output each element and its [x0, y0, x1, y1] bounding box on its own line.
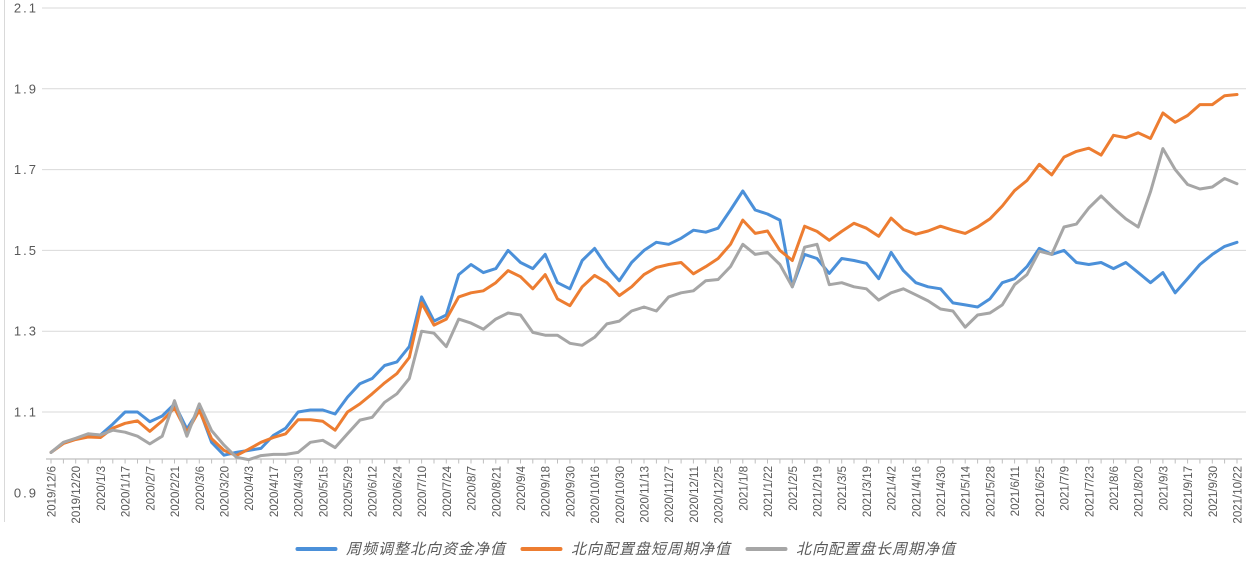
y-axis-label: 1.9 — [14, 81, 38, 96]
x-axis-label: 2021/2/19 — [813, 466, 825, 517]
x-axis-label: 2020/12/11 — [689, 466, 701, 523]
legend-label: 北向配置盘短周期净值 — [570, 542, 732, 558]
x-axis-label: 2020/1/17 — [121, 466, 133, 517]
x-axis-label: 2020/2/21 — [170, 466, 182, 517]
x-axis-label: 2021/8/20 — [1134, 466, 1146, 517]
x-axis-label: 2021/4/30 — [936, 466, 948, 517]
x-axis-label: 2020/3/20 — [220, 466, 232, 517]
x-axis-label: 2021/10/22 — [1233, 466, 1245, 524]
legend-item: 北向配置盘短周期净值 — [519, 538, 732, 559]
x-axis-label: 2021/9/30 — [1208, 466, 1220, 517]
y-axis-label: 1.7 — [14, 162, 38, 177]
x-axis-label: 2020/10/16 — [590, 466, 602, 524]
x-axis-label: 2020/9/18 — [541, 466, 553, 517]
x-axis-label: 2020/6/24 — [392, 465, 404, 517]
x-axis-label: 2021/6/11 — [1010, 466, 1022, 516]
legend-label: 北向配置盘长周期净值 — [796, 542, 957, 558]
x-axis-label: 2020/8/21 — [491, 466, 503, 517]
x-axis-label: 2021/3/5 — [837, 466, 849, 511]
x-axis-label: 2021/1/8 — [738, 466, 750, 511]
series-line-2 — [49, 147, 1239, 462]
x-axis-label: 2020/7/24 — [442, 465, 454, 517]
series-line-0 — [49, 189, 1239, 457]
y-axis-label: 0.9 — [14, 485, 38, 500]
x-axis-label: 2021/7/9 — [1060, 466, 1072, 511]
x-axis-label: 2021/1/22 — [763, 466, 775, 517]
legend-item: 北向配置盘长周期净值 — [745, 538, 956, 559]
x-axis-label: 2021/7/23 — [1084, 466, 1096, 517]
x-axis-label: 2020/4/17 — [269, 466, 281, 517]
x-axis-label: 2020/8/7 — [467, 466, 479, 511]
x-axis-label: 2021/6/25 — [1035, 466, 1047, 517]
x-axis-label: 2020/7/10 — [417, 466, 429, 517]
x-axis-label: 2020/9/30 — [565, 466, 577, 517]
x-axis-label: 2020/12/25 — [714, 466, 726, 524]
x-axis-label: 2019/12/6 — [47, 466, 59, 517]
x-axis-label: 2021/8/6 — [1109, 466, 1121, 511]
y-axis-label: 1.5 — [14, 243, 38, 258]
x-axis-label: 2020/5/15 — [318, 466, 330, 517]
x-axis-label: 2021/3/19 — [862, 466, 874, 517]
x-axis-label: 2021/9/17 — [1183, 466, 1195, 517]
y-axis-label: 1.3 — [14, 324, 38, 339]
x-axis-label: 2020/11/13 — [640, 466, 652, 523]
x-axis-label: 2020/3/6 — [195, 466, 207, 511]
x-axis-labels: 2019/12/6 2019/12/20 2020/1/3 2020/1/17 2020… — [47, 465, 1245, 523]
legend-line-swatch-orange-icon — [519, 546, 562, 551]
legend-item: 周频调整北向资金净值 — [294, 538, 506, 559]
legend-line-swatch-blue-icon — [294, 546, 337, 551]
y-axis-labels: 0.9 1.1 1.3 1.5 1.7 1.9 2.1 — [14, 1, 38, 501]
legend-label: 周频调整北向资金净值 — [345, 542, 506, 558]
x-axis-label: 2020/4/30 — [294, 466, 306, 517]
x-axis-label: 2021/2/5 — [788, 466, 800, 511]
y-axis-label: 2.1 — [14, 1, 38, 16]
legend-line-swatch-gray-icon — [745, 546, 788, 551]
x-axis-label: 2021/4/2 — [887, 466, 899, 511]
gridlines — [42, 7, 1246, 413]
x-axis-label: 2020/9/4 — [516, 465, 528, 510]
x-axis-label: 2021/9/3 — [1158, 466, 1170, 511]
x-axis-ticks — [50, 459, 1238, 464]
x-axis-label: 2019/12/20 — [71, 466, 83, 524]
x-axis-label: 2021/4/16 — [911, 466, 923, 517]
series-line-1 — [49, 93, 1239, 458]
x-axis-label: 2020/10/30 — [615, 466, 627, 524]
legend: 周频调整北向资金净值 北向配置盘短周期净值 北向配置盘长周期净值 — [294, 538, 956, 559]
x-axis-label: 2021/5/14 — [961, 465, 973, 517]
x-axis-label: 2020/11/27 — [664, 466, 676, 523]
x-axis-label: 2020/1/3 — [96, 466, 108, 511]
x-axis-label: 2021/5/28 — [985, 466, 997, 517]
x-axis-label: 2020/4/3 — [244, 466, 256, 511]
x-axis-label: 2020/5/29 — [343, 466, 355, 517]
x-axis-label: 2020/6/12 — [368, 466, 380, 517]
x-axis-label: 2020/2/7 — [145, 466, 157, 511]
y-axis-label: 1.1 — [14, 405, 38, 420]
